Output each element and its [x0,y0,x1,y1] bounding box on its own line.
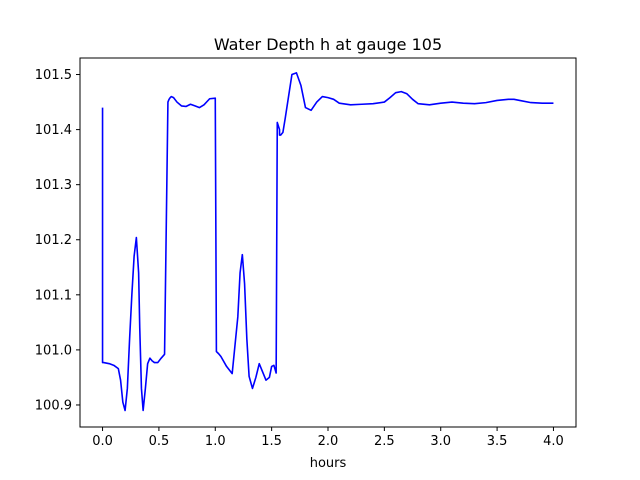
x-tick-label: 0.5 [149,434,170,449]
y-tick-label: 101.4 [35,123,72,138]
x-tick-label: 3.0 [430,434,451,449]
series-line-0 [101,72,554,412]
x-axis-label: hours [310,456,347,471]
y-tick-label: 101.2 [35,233,72,248]
series-layer [101,72,554,412]
x-tick-label: 4.0 [543,434,564,449]
y-tick-label: 101.3 [35,178,72,193]
x-tick-label: 2.0 [318,434,339,449]
y-axis: 100.9 101.0 101.1 101.2 101.3 101.4 101.5 [35,68,80,413]
y-tick-label: 101.0 [35,343,72,358]
x-tick-label: 1.0 [205,434,226,449]
y-tick-label: 100.9 [35,398,72,413]
chart-title: Water Depth h at gauge 105 [214,35,442,54]
x-tick-label: 1.5 [261,434,282,449]
y-tick-label: 101.1 [35,288,72,303]
x-axis: 0.0 0.5 1.0 1.5 2.0 2.5 3.0 3.5 4.0 [92,427,564,449]
y-tick-label: 101.5 [35,68,72,83]
x-tick-label: 0.0 [92,434,113,449]
x-tick-label: 2.5 [374,434,395,449]
x-tick-label: 3.5 [487,434,508,449]
